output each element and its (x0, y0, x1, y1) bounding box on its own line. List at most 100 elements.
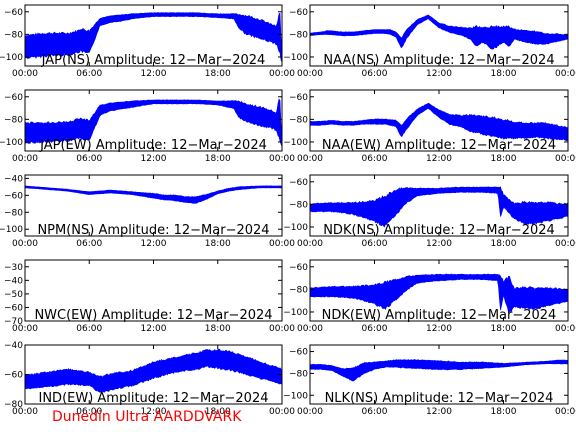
panel-ndk-ns: −100 −80 −60 00:00 06:00 12:00 18:00 00:00NDK(N… (283, 174, 576, 249)
panel-jap-ns: −100 −80 −60 00:00 06:00 12:00 18:00 00:00JAP(N… (0, 4, 295, 79)
x-tick-label-npm-ns: 00:00 (269, 239, 295, 249)
panel-title-npm-ns: NPM(NS) Amplitude: 12−Mar−2024 (37, 223, 269, 238)
x-tick-label-naa-ns: 12:00 (426, 69, 452, 79)
panel-title-ndk-ns: NDK(NS) Amplitude: 12−Mar−2024 (323, 223, 555, 238)
y-tick-label-ndk-ew: −80 (289, 285, 308, 295)
x-tick-label-naa-ns: 00:00 (297, 69, 323, 79)
y-tick-label-nwc-ew: −40 (4, 276, 23, 286)
trace-ndk-ns (310, 186, 568, 228)
panel-naa-ew: −100 −80 −60 00:00 06:00 12:00 18:00 00:00NAA(E… (283, 89, 576, 164)
y-tick-label-jap-ew: −100 (0, 138, 23, 148)
trace-naa-ns (310, 14, 568, 50)
x-tick-label-ind-ew: 18:00 (205, 407, 231, 417)
y-tick-label-ndk-ew: −60 (289, 263, 308, 273)
y-tick-label-nwc-ew: −50 (4, 290, 23, 300)
y-tick-label-npm-ns: −80 (4, 208, 23, 218)
trace-jap-ew (25, 98, 282, 147)
x-tick-label-nwc-ew: 18:00 (205, 324, 231, 334)
x-tick-label-jap-ew: 00:00 (269, 154, 295, 164)
y-tick-label-jap-ns: −100 (0, 53, 23, 63)
y-tick-label-ndk-ns: −80 (289, 200, 308, 210)
y-tick-label-naa-ew: −60 (289, 93, 308, 103)
x-tick-label-npm-ns: 00:00 (12, 239, 38, 249)
y-tick-label-ndk-ns: −100 (283, 223, 308, 233)
y-tick-label-nwc-ew: −60 (4, 303, 23, 313)
x-tick-label-ndk-ew: 00:00 (555, 324, 576, 334)
y-tick-label-npm-ns: −60 (4, 191, 23, 201)
x-tick-label-jap-ns: 00:00 (269, 69, 295, 79)
x-tick-label-ndk-ew: 06:00 (362, 324, 388, 334)
panel-title-nwc-ew: NWC(EW) Amplitude: 12−Mar−2024 (34, 308, 272, 323)
x-tick-label-jap-ew: 12:00 (141, 154, 167, 164)
x-tick-label-nlk-ns: 12:00 (426, 407, 452, 417)
y-tick-label-naa-ew: −100 (283, 138, 308, 148)
panel-title-ndk-ew: NDK(EW) Amplitude: 12−Mar−2024 (322, 308, 557, 323)
x-tick-label-ndk-ns: 00:00 (297, 239, 323, 249)
x-tick-label-ndk-ew: 18:00 (491, 324, 517, 334)
x-tick-label-ndk-ns: 12:00 (426, 239, 452, 249)
y-tick-label-nwc-ew: −30 (4, 263, 23, 273)
trace-nlk-ns (310, 359, 568, 382)
x-tick-label-npm-ns: 06:00 (76, 239, 102, 249)
x-tick-label-ndk-ns: 18:00 (491, 239, 517, 249)
y-tick-label-ind-ew: −60 (4, 371, 23, 381)
panel-npm-ns: −100 −80 −60 −40 00:00 06:00 12:00 18:00 00:00NP… (0, 174, 295, 249)
trace-ndk-ew (310, 273, 568, 313)
panel-nlk-ns: −100 −80 −60 00:00 06:00 12:00 18:00 00:00NLK(N… (283, 344, 576, 417)
y-tick-label-npm-ns: −100 (0, 225, 23, 235)
x-tick-label-nlk-ns: 00:00 (297, 407, 323, 417)
x-tick-label-nlk-ns: 18:00 (491, 407, 517, 417)
x-tick-label-naa-ns: 06:00 (362, 69, 388, 79)
y-tick-label-ndk-ew: −100 (283, 308, 308, 318)
trace-ind-ew (25, 348, 282, 393)
y-tick-label-nwc-ew: −70 (4, 317, 23, 327)
y-tick-label-naa-ns: −80 (289, 30, 308, 40)
panel-title-naa-ns: NAA(NS) Amplitude: 12−Mar−2024 (323, 53, 554, 68)
x-tick-label-nwc-ew: 06:00 (76, 324, 102, 334)
y-tick-label-ndk-ns: −60 (289, 178, 308, 188)
panel-ndk-ew: −100 −80 −60 00:00 06:00 12:00 18:00 00:00NDK(E… (283, 259, 576, 334)
x-tick-label-nlk-ns: 00:00 (555, 407, 576, 417)
x-tick-label-ndk-ns: 00:00 (555, 239, 576, 249)
y-tick-label-naa-ns: −100 (283, 53, 308, 63)
x-tick-label-nwc-ew: 12:00 (141, 324, 167, 334)
y-tick-label-nlk-ns: −60 (289, 348, 308, 358)
x-tick-label-jap-ew: 18:00 (205, 154, 231, 164)
panel-ind-ew: −80 −60 −40 00:00 06:00 12:00 18:00 00:00IND(EW… (4, 341, 295, 417)
y-tick-label-jap-ns: −60 (4, 8, 23, 18)
x-tick-label-jap-ew: 00:00 (12, 154, 38, 164)
x-tick-label-ind-ew: 00:00 (12, 407, 38, 417)
panel-title-nlk-ns: NLK(NS) Amplitude: 12−Mar−2024 (325, 391, 554, 406)
x-tick-label-naa-ew: 06:00 (362, 154, 388, 164)
x-tick-label-ndk-ns: 06:00 (362, 239, 388, 249)
trace-npm-ns (25, 185, 282, 204)
x-tick-label-nwc-ew: 00:00 (12, 324, 38, 334)
panel-title-naa-ew: NAA(EW) Amplitude: 12−Mar−2024 (322, 138, 556, 153)
y-tick-label-nlk-ns: −100 (283, 391, 308, 401)
y-tick-label-npm-ns: −40 (4, 174, 23, 184)
panel-title-ind-ew: IND(EW) Amplitude: 12−Mar−2024 (39, 391, 269, 406)
y-tick-label-jap-ew: −60 (4, 93, 23, 103)
x-tick-label-ind-ew: 12:00 (141, 407, 167, 417)
panel-nwc-ew: −70 −60 −50 −40 −30 00:00 06:00 12:00 18:00 00:00… (4, 259, 295, 334)
x-tick-label-jap-ns: 00:00 (12, 69, 38, 79)
x-tick-label-ndk-ew: 00:00 (297, 324, 323, 334)
y-tick-label-nlk-ns: −80 (289, 369, 308, 379)
x-tick-label-naa-ew: 00:00 (555, 154, 576, 164)
x-tick-label-naa-ns: 18:00 (491, 69, 517, 79)
x-tick-label-naa-ew: 18:00 (491, 154, 517, 164)
panel-title-jap-ew: JAP(EW) Amplitude: 12−Mar−2024 (39, 138, 267, 153)
y-tick-label-jap-ew: −80 (4, 115, 23, 125)
panel-jap-ew: −100 −80 −60 00:00 06:00 12:00 18:00 00:00JAP(E… (0, 89, 295, 164)
trace-naa-ew (310, 102, 568, 142)
x-tick-label-ndk-ew: 12:00 (426, 324, 452, 334)
y-tick-label-ind-ew: −80 (4, 400, 23, 410)
x-tick-label-npm-ns: 18:00 (205, 239, 231, 249)
x-tick-label-jap-ew: 06:00 (76, 154, 102, 164)
x-tick-label-naa-ns: 00:00 (555, 69, 576, 79)
x-tick-label-jap-ns: 18:00 (205, 69, 231, 79)
trace-jap-ns (25, 12, 282, 63)
x-tick-label-jap-ns: 06:00 (76, 69, 102, 79)
x-tick-label-jap-ns: 12:00 (141, 69, 167, 79)
